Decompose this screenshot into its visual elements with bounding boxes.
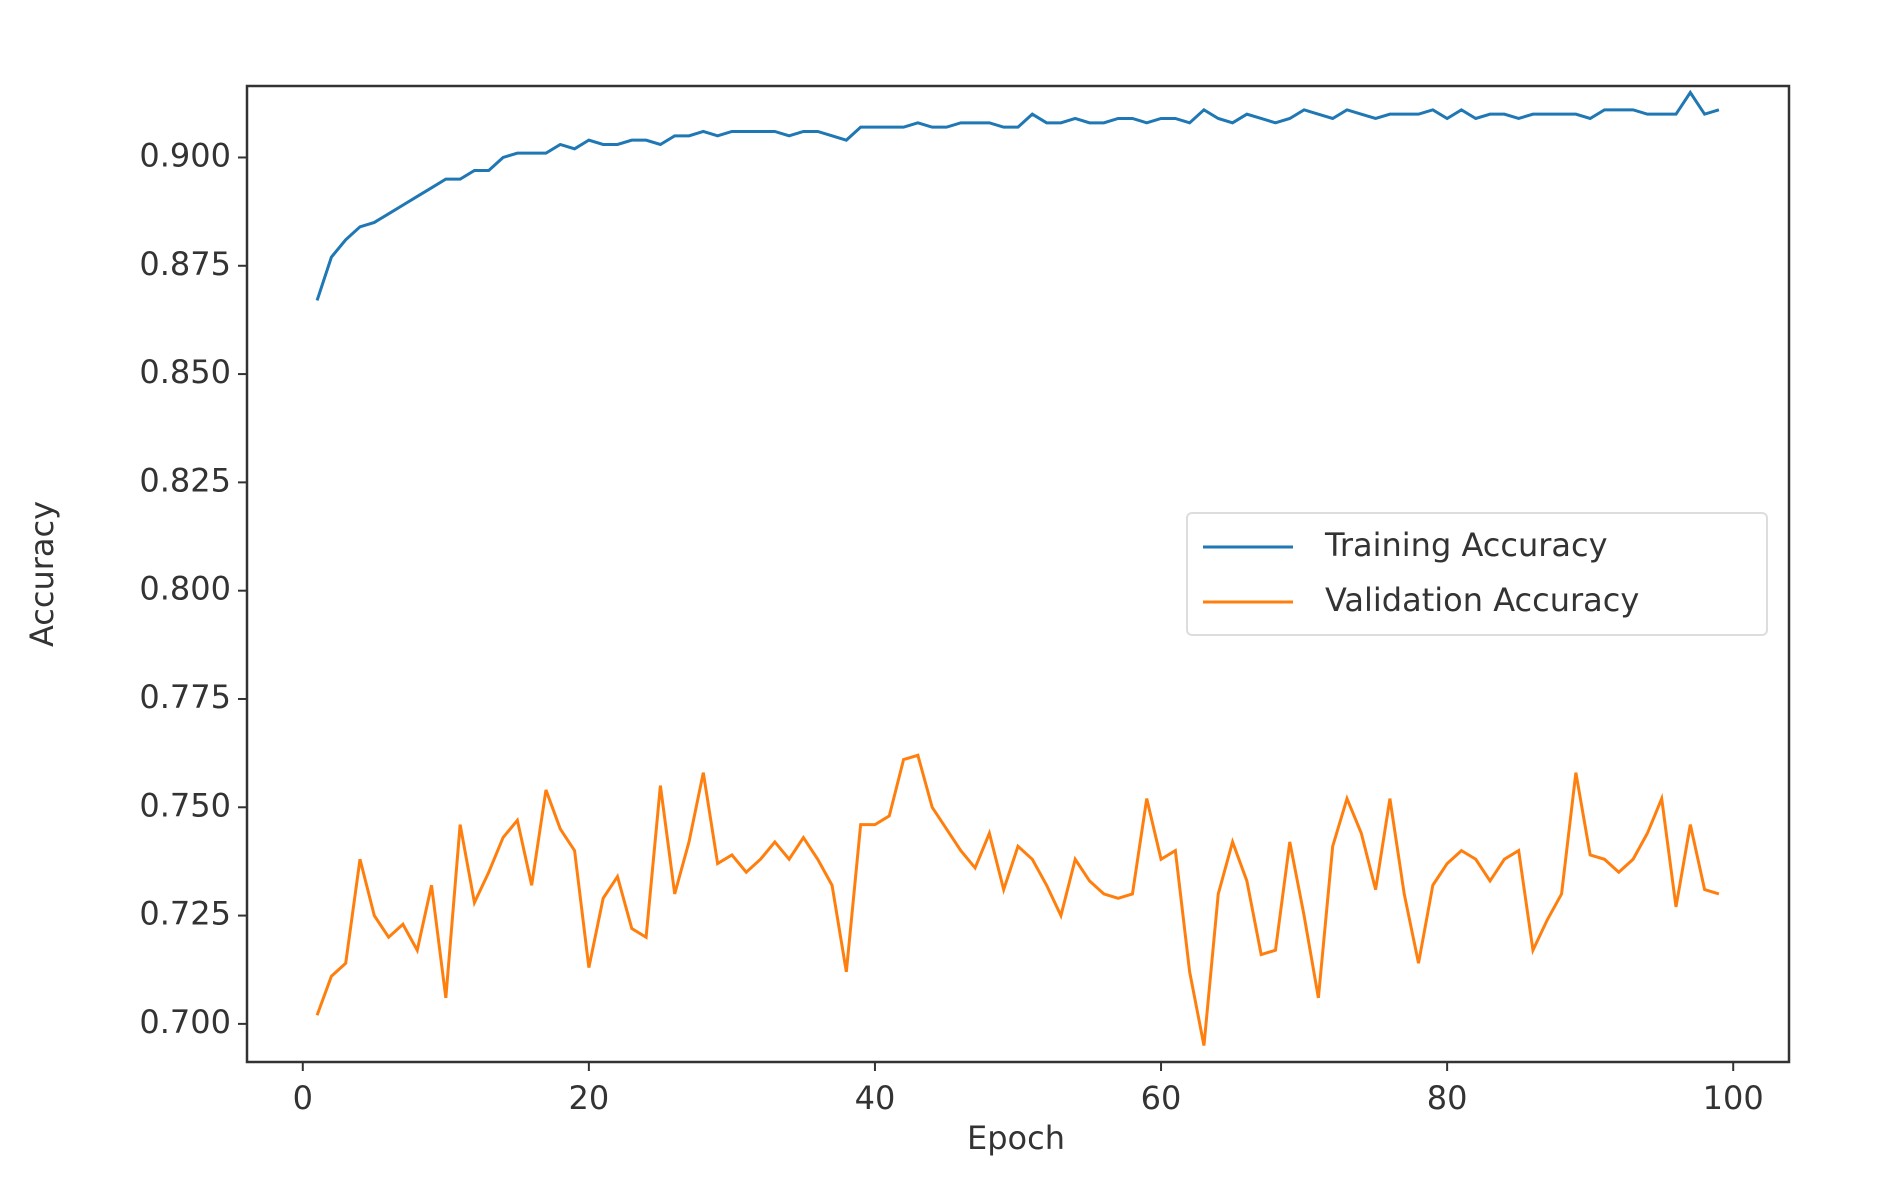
legend-label: Validation Accuracy [1325,581,1639,619]
x-tick-label: 60 [1141,1079,1182,1117]
y-tick-label: 0.700 [139,1003,231,1041]
plot-frame [245,84,1791,1064]
legend: Training Accuracy Validation Accuracy [1186,512,1768,636]
y-tick-label: 0.850 [139,353,231,391]
x-tick-label: 0 [293,1079,313,1117]
x-tick-label: 40 [855,1079,896,1117]
x-tick-label: 80 [1427,1079,1468,1117]
x-axis-label: Epoch [967,1119,1065,1157]
legend-box [1186,512,1768,636]
y-tick-label: 0.725 [139,895,231,933]
legend-label: Training Accuracy [1324,526,1608,564]
x-tick-label: 20 [569,1079,610,1117]
y-tick-label: 0.775 [139,678,231,716]
line [315,753,1720,1046]
y-tick-label: 0.800 [139,570,231,608]
y-tick-label: 0.875 [139,245,231,283]
line [315,89,1720,301]
y-tick-label: 0.750 [139,786,231,824]
y-tick-label: 0.900 [139,136,231,174]
x-tick-label: 100 [1703,1079,1764,1117]
y-axis-label: Accuracy [23,501,61,647]
y-tick-label: 0.825 [139,461,231,499]
